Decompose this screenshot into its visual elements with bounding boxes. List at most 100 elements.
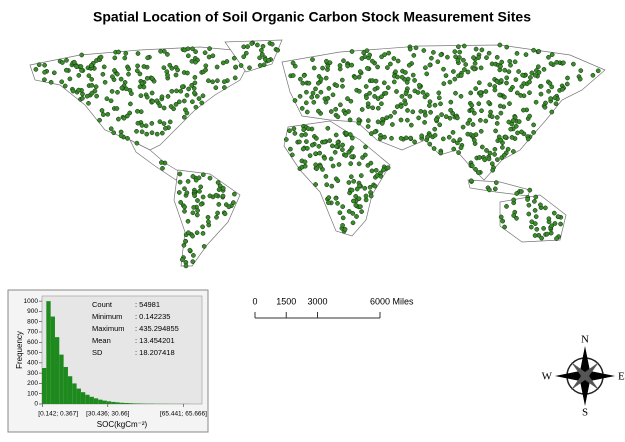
site-dot bbox=[103, 80, 107, 84]
site-dot bbox=[487, 188, 491, 192]
site-dot bbox=[514, 78, 518, 82]
site-dot bbox=[515, 131, 519, 135]
site-dot bbox=[150, 131, 154, 135]
site-dot bbox=[182, 99, 186, 103]
site-dot bbox=[417, 83, 421, 87]
site-dot bbox=[179, 200, 183, 204]
site-dot bbox=[139, 94, 143, 98]
x-tick-label: [65.441; 65.666] bbox=[160, 411, 207, 418]
site-dot bbox=[374, 168, 378, 172]
site-dot bbox=[124, 51, 128, 55]
site-dot bbox=[452, 139, 456, 143]
site-dot bbox=[452, 147, 456, 151]
site-dot bbox=[174, 73, 178, 77]
site-dot bbox=[191, 174, 195, 178]
site-dot bbox=[190, 83, 194, 87]
site-dot bbox=[324, 174, 328, 178]
site-dot bbox=[77, 73, 81, 77]
site-dot bbox=[425, 135, 429, 139]
y-tick-label: 400 bbox=[27, 360, 38, 367]
site-dot bbox=[145, 76, 149, 80]
site-dot bbox=[335, 84, 339, 88]
site-dot bbox=[313, 87, 317, 91]
site-dot bbox=[428, 142, 432, 146]
y-tick-label: 500 bbox=[27, 349, 38, 356]
site-dot bbox=[183, 205, 187, 209]
site-dot bbox=[122, 116, 126, 120]
site-dot bbox=[409, 136, 413, 140]
site-dot bbox=[341, 216, 345, 220]
site-dot bbox=[162, 122, 166, 126]
site-dot bbox=[380, 121, 384, 125]
site-dot bbox=[239, 63, 243, 67]
site-dot bbox=[208, 194, 212, 198]
site-dot bbox=[244, 51, 248, 55]
site-dot bbox=[365, 66, 369, 70]
site-dot bbox=[379, 95, 383, 99]
bar bbox=[111, 402, 115, 404]
site-dot bbox=[468, 118, 472, 122]
site-dot bbox=[509, 88, 513, 92]
site-dot bbox=[532, 130, 536, 134]
bar bbox=[77, 389, 81, 404]
site-dot bbox=[445, 55, 449, 59]
site-dot bbox=[185, 191, 189, 195]
site-dot bbox=[368, 185, 372, 189]
site-dot bbox=[439, 151, 443, 155]
site-dot bbox=[138, 85, 142, 89]
site-dot bbox=[197, 97, 201, 101]
site-dot bbox=[532, 199, 536, 203]
site-dot bbox=[301, 81, 305, 85]
site-dot bbox=[386, 86, 390, 90]
stat-label: Count bbox=[92, 300, 113, 309]
site-dot bbox=[357, 162, 361, 166]
site-dot bbox=[260, 52, 264, 56]
site-dot bbox=[193, 75, 197, 79]
site-dot bbox=[43, 70, 47, 74]
site-dot bbox=[169, 104, 173, 108]
site-dot bbox=[423, 120, 427, 124]
site-dot bbox=[186, 54, 190, 58]
site-dot bbox=[505, 76, 509, 80]
site-dot bbox=[405, 118, 409, 122]
site-dot bbox=[101, 113, 105, 117]
site-dot bbox=[140, 130, 144, 134]
site-dot bbox=[371, 106, 375, 110]
site-dot bbox=[208, 47, 212, 51]
site-dot bbox=[425, 72, 429, 76]
site-dot bbox=[110, 89, 114, 93]
site-dot bbox=[470, 103, 474, 107]
site-dot bbox=[560, 87, 564, 91]
site-dot bbox=[150, 76, 154, 80]
site-dot bbox=[545, 232, 549, 236]
site-dot bbox=[453, 77, 457, 81]
site-dot bbox=[500, 145, 504, 149]
site-dot bbox=[334, 144, 338, 148]
site-dot bbox=[438, 123, 442, 127]
site-dot bbox=[193, 194, 197, 198]
site-dot bbox=[408, 47, 412, 51]
site-dot bbox=[326, 201, 330, 205]
site-dot bbox=[136, 121, 140, 125]
site-dot bbox=[242, 45, 246, 49]
site-dot bbox=[185, 93, 189, 97]
site-dot bbox=[336, 179, 340, 183]
site-dot bbox=[341, 59, 345, 63]
site-dot bbox=[319, 164, 323, 168]
site-dot bbox=[151, 99, 155, 103]
site-dot bbox=[184, 239, 188, 243]
site-dot bbox=[308, 154, 312, 158]
site-dot bbox=[521, 73, 525, 77]
site-dot bbox=[119, 77, 123, 81]
title: Spatial Location of Soil Organic Carbon … bbox=[93, 9, 531, 25]
site-dot bbox=[503, 225, 507, 229]
stat-label: Maximum bbox=[92, 324, 125, 333]
site-dot bbox=[470, 164, 474, 168]
site-dot bbox=[225, 59, 229, 63]
site-dot bbox=[179, 89, 183, 93]
site-dot bbox=[388, 62, 392, 66]
site-dot bbox=[373, 130, 377, 134]
site-dot bbox=[387, 51, 391, 55]
site-dot bbox=[201, 225, 205, 229]
site-dot bbox=[461, 125, 465, 129]
